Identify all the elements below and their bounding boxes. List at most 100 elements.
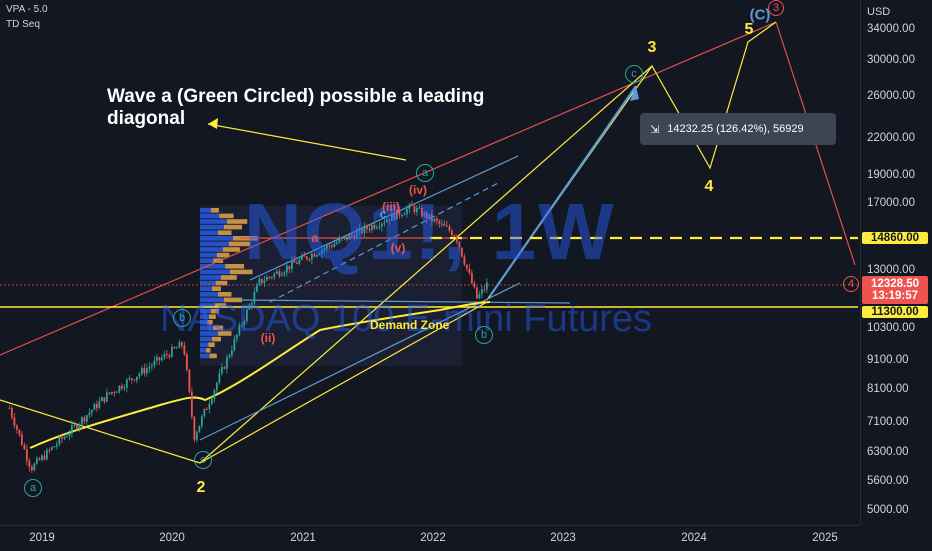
time-tick-label: 2019 — [29, 532, 55, 544]
candle-body — [210, 398, 213, 404]
time-axis[interactable]: 2019 2020 2021 2022 2023 2024 2025 — [0, 525, 860, 551]
indicator-vpa[interactable]: VPA - 5.0 — [6, 4, 48, 15]
candle-body — [400, 215, 403, 217]
candle-body — [483, 289, 486, 291]
candle-body — [73, 424, 76, 426]
candle-body — [223, 367, 226, 369]
candle-body — [298, 259, 301, 264]
candle-body — [168, 355, 171, 357]
candle-body — [465, 264, 468, 269]
measure-tooltip: ⇲ 14232.25 (126.42%), 56929 — [640, 113, 836, 145]
price-axis[interactable]: USD 34000.00 30000.00 26000.00 22000.00 1900… — [860, 0, 932, 525]
candle-body — [150, 365, 153, 367]
candle-body — [170, 347, 173, 357]
candle-body — [183, 345, 186, 355]
candle-body — [88, 412, 91, 416]
price-tick-label: 7100.00 — [867, 415, 909, 428]
candle-body — [193, 416, 196, 440]
candle-body — [445, 225, 448, 227]
volume-profile-bar — [200, 325, 214, 331]
volume-profile-bar — [200, 236, 233, 241]
candle-body — [118, 385, 121, 392]
candle-body — [145, 368, 148, 374]
candle-body — [208, 403, 211, 409]
candle-body — [413, 205, 416, 213]
candle-body — [235, 334, 238, 339]
candle-body — [345, 236, 348, 240]
volume-profile-bar — [210, 308, 219, 314]
candle-body — [190, 391, 193, 417]
time-tick-label: 2022 — [420, 532, 446, 544]
candle-body — [303, 255, 306, 257]
instrument-watermark: NASDAQ 100 E-mini Futures — [160, 298, 653, 340]
candle-body — [188, 369, 191, 392]
candle-body — [420, 207, 423, 217]
yellow-wedge-upper — [199, 65, 653, 464]
candle-body — [110, 392, 113, 394]
candle-body — [408, 204, 411, 209]
measure-text: 14232.25 (126.42%), 56929 — [667, 123, 804, 135]
volume-profile-bar — [230, 269, 253, 275]
candle-body — [383, 222, 386, 224]
volume-profile-bar — [227, 219, 248, 224]
candle-body — [240, 325, 243, 327]
yellow-wedge-lower — [199, 301, 488, 464]
yellow-lower-trendline — [0, 399, 201, 464]
candle-body — [103, 397, 106, 402]
candle-body — [123, 387, 126, 389]
candle-body — [320, 250, 323, 255]
candle-body — [163, 354, 166, 358]
trend-lines — [0, 21, 858, 464]
blue-box-line — [239, 299, 571, 304]
wave-label-a-2021: a — [416, 164, 434, 182]
time-tick-label: 2025 — [812, 532, 838, 544]
wave-label-circled-4: 4 — [843, 276, 859, 292]
time-tick-label: 2021 — [290, 532, 316, 544]
volume-profile-bar — [200, 297, 224, 303]
wave-label-ii: (ii) — [260, 331, 276, 345]
candle-body — [133, 379, 136, 381]
volume-profile-bar — [200, 269, 230, 275]
price-tick-label: 34000.00 — [867, 22, 915, 35]
candle-body — [215, 382, 218, 391]
wave-label-iv: (iv) — [409, 183, 427, 197]
price-tick-label: 26000.00 — [867, 90, 915, 102]
leading-diagonal-annotation: Wave a (Green Circled) possible a leadin… — [107, 86, 577, 130]
volume-profile-bar — [212, 286, 221, 291]
candle-body — [28, 460, 31, 467]
measure-icon: ⇲ — [650, 123, 660, 136]
volume-profile-bar — [200, 353, 210, 359]
candle-body — [50, 446, 53, 450]
candle-body — [308, 259, 311, 261]
candle-body — [273, 273, 276, 278]
candle-body — [415, 208, 418, 213]
candle-body — [135, 376, 138, 381]
volume-profile-bar — [200, 286, 212, 291]
candle-body — [340, 238, 343, 240]
annotation-line-2: diagonal — [107, 108, 186, 129]
price-tick-label: 10300.00 — [867, 322, 915, 335]
candle-body — [385, 219, 388, 223]
last-price-tag: 12328.50 13:19:57 — [862, 276, 928, 304]
candle-body — [130, 378, 133, 380]
candle-body — [218, 373, 221, 383]
candle-body — [78, 424, 81, 429]
candle-body — [43, 455, 46, 460]
candle-body — [153, 360, 156, 366]
candle-body — [220, 367, 223, 374]
candle-body — [138, 373, 141, 377]
candle-body — [158, 357, 161, 361]
indicator-td-seq[interactable]: TD Seq — [6, 19, 40, 30]
volume-profile-bar — [200, 314, 209, 319]
candle-body — [160, 357, 163, 361]
candle-body — [428, 214, 431, 219]
blue-channel-lower — [199, 282, 521, 441]
candle-body — [278, 271, 281, 276]
candle-body — [268, 276, 271, 278]
candle-body — [45, 449, 48, 460]
volume-profile-bar — [200, 264, 226, 269]
candle-body — [435, 218, 438, 221]
candle-body — [468, 268, 471, 274]
candle-body — [325, 245, 328, 249]
